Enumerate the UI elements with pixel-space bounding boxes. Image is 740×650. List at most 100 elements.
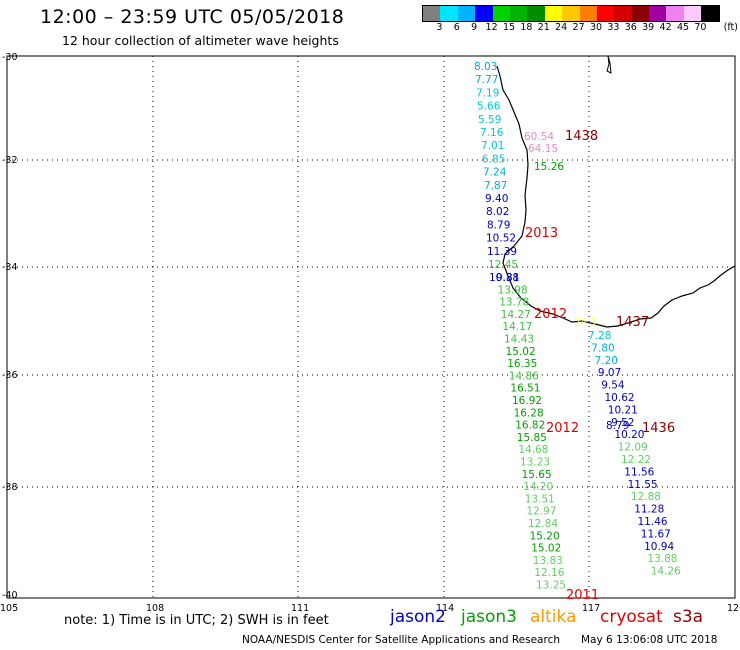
wave-height-value: 7.16 [480,127,504,139]
lon-label: 120 [727,603,740,614]
wave-height-value: 10.21 [608,404,638,416]
legend-swatch [457,6,476,21]
legend-altika: altika [530,607,577,627]
legend-swatch [649,6,667,21]
wave-height-value: 16.35 [507,358,537,370]
wave-height-value: 13.98 [498,284,528,296]
legend-jason3: jason3 [461,607,517,627]
pass-time-label: 1436 [642,421,675,436]
legend-label: 42 [659,22,672,33]
wave-height-value: 7.01 [481,140,504,152]
lon-label: 111 [291,603,310,614]
wave-height-value: 9.07 [598,367,621,379]
legend-label: 21 [537,22,550,33]
legend-label: 3 [436,22,443,33]
legend-swatch [614,6,632,21]
wave-height-value: 12.09 [618,442,648,454]
legend-label: 9 [471,22,478,33]
legend-label: 36 [624,22,637,33]
pass-time-label: 2012 [534,307,567,322]
legend-swatch [683,6,702,21]
wave-height-value: 7.28 [588,330,611,342]
legend-label: 33 [607,22,620,33]
wave-height-value: 5.59 [478,114,501,126]
wave-height-value: 14.17 [502,321,532,333]
island [606,55,612,74]
lon-label: 114 [436,603,455,614]
pass-time-label: 1438 [565,129,598,144]
lat-label: -36 [2,370,18,381]
legend-label: 24 [555,22,568,33]
wave-height-value: 7.80 [591,342,614,354]
wave-height-value: 7.24 [483,167,507,179]
lon-label: 105 [0,603,19,614]
footer-credit: NOAA/NESDIS Center for Satellite Applica… [242,634,560,646]
wave-height-value: 15.02 [506,346,536,358]
wave-height-value: 14.26 [651,566,681,578]
wave-height-value: 11.67 [641,528,671,540]
wave-height-value: 10.52 [486,233,516,245]
legend-swatch [666,6,684,21]
wave-height-value: 7.19 [476,87,499,99]
lat-label: -30 [2,52,18,63]
legend-swatch [527,6,545,21]
legend-swatch [579,6,597,21]
wave-height-value: 12.45 [488,259,518,271]
legend-label: 6 [453,22,460,33]
wave-height-value: 11.39 [487,246,517,258]
wave-height-value: 7.20 [595,355,618,367]
legend-cryosat: cryosat [600,607,663,627]
legend-swatch [475,6,493,21]
wave-height-value: 15.26 [534,161,564,173]
legend-swatch [492,6,510,21]
legend-unit: (ft) [723,22,738,33]
legend-swatch [631,6,650,21]
lon-label: 117 [582,603,601,614]
wave-height-value: 16.82 [515,420,545,432]
wave-height-value: 14.68 [518,444,548,456]
wave-height-value: 14.43 [504,334,534,346]
wave-height-value: 14.20 [523,481,553,493]
wave-height-value: 16.92 [512,395,542,407]
coastline [496,65,736,328]
wave-height-value: 15.02 [531,543,561,555]
wave-height-value: 9.52 [611,417,634,429]
wave-height-value: 6.85 [482,153,505,165]
wave-height-value: 12.16 [534,567,564,579]
note-text: note: 1) Time is in UTC; 2) SWH is in fe… [64,613,329,628]
wave-height-value: 14.86 [509,370,539,382]
map-title: 12:00 – 23:59 UTC 05/05/2018 [40,6,345,28]
wave-height-value: 10.20 [614,429,644,441]
wave-height-value: 10.62 [605,392,635,404]
legend-swatch [509,6,528,21]
legend-swatch [562,6,580,21]
lon-label: 108 [146,603,165,614]
wave-height-value: 7.87 [484,180,507,192]
wave-height-value: 13.25 [536,580,566,592]
legend-label: 70 [694,22,707,33]
lat-label: -32 [2,155,18,166]
wave-height-value: 12.97 [526,506,556,518]
wave-height-value: 12.22 [621,454,651,466]
legend-swatch [440,6,458,21]
wave-height-value: 11.56 [624,466,654,478]
wave-height-value: 9.54 [601,380,625,392]
map-subtitle: 12 hour collection of altimeter wave hei… [62,33,339,48]
legend-swatch [544,6,563,21]
graticule [7,56,735,598]
wave-height-value: 8.03 [474,61,497,73]
legend-swatch [596,6,615,21]
wave-height-value: 15.85 [517,432,547,444]
lat-label: -38 [2,482,18,493]
wave-height-value: 7.77 [475,74,498,86]
wave-height-value: 13.78 [499,297,529,309]
wave-height-value: 15.65 [522,469,552,481]
wave-height-value: 13.83 [533,555,563,567]
wave-height-value: 8.79 [487,219,510,231]
legend-label: 30 [589,22,603,33]
wave-height-value: 5.66 [477,101,501,113]
wave-height-value: 13.88 [647,553,677,565]
wave-height-value: 24.1 [574,317,597,329]
legend-swatch [423,6,441,21]
